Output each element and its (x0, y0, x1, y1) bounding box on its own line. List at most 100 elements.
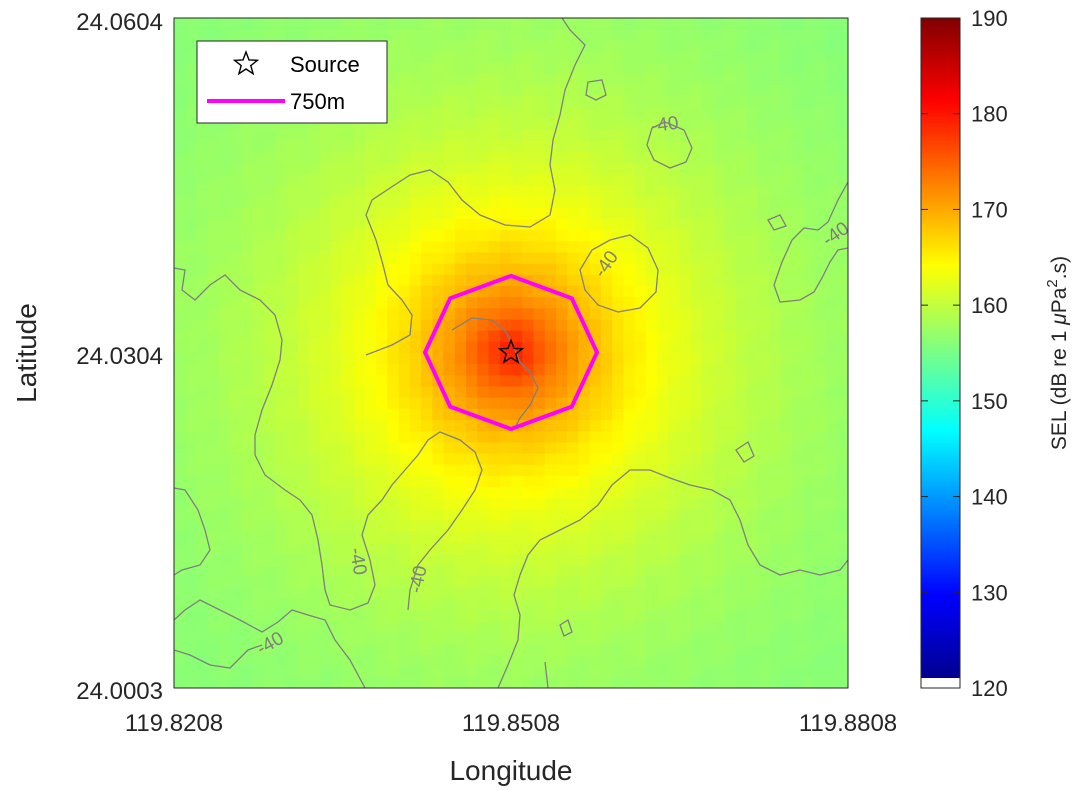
heatmap-cell (263, 676, 276, 688)
heatmap-cell (387, 587, 400, 600)
heatmap-cell (735, 263, 748, 276)
heatmap-cell (454, 420, 467, 432)
heatmap-cell (555, 676, 568, 688)
heatmap-cell (297, 263, 310, 276)
heatmap-cell (376, 453, 389, 466)
heatmap-cell (836, 453, 848, 466)
heatmap-cell (544, 676, 557, 688)
heatmap-cell (252, 431, 265, 443)
heatmap-cell (241, 252, 254, 265)
heatmap-cell (488, 420, 501, 432)
heatmap-cell (421, 129, 433, 142)
contour-line (559, 619, 573, 637)
heatmap-cell (207, 129, 220, 142)
heatmap-cell (567, 676, 579, 688)
heatmap-cell (803, 531, 815, 544)
heatmap-cell (196, 207, 209, 220)
heatmap-cell (690, 375, 703, 388)
heatmap-cell (567, 609, 579, 622)
heatmap-cell (623, 408, 636, 421)
heatmap-cell (533, 62, 546, 75)
heatmap-cell (623, 40, 636, 53)
heatmap-cell (600, 676, 613, 688)
heatmap-cell (634, 330, 647, 343)
heatmap-cell (185, 353, 198, 365)
heatmap-cell (218, 18, 231, 30)
heatmap-cell (230, 408, 242, 421)
heatmap-cell (724, 219, 737, 231)
heatmap-cell (320, 676, 332, 688)
heatmap-cell (758, 330, 770, 343)
heatmap-cell (454, 375, 467, 388)
heatmap-cell (454, 464, 467, 477)
heatmap-cell (275, 431, 287, 443)
heatmap-cell (690, 397, 703, 410)
heatmap-cell (836, 252, 848, 265)
heatmap-cell (735, 554, 748, 566)
heatmap-cell (758, 73, 770, 86)
heatmap-cell (544, 397, 557, 410)
heatmap-cell (836, 18, 848, 30)
heatmap-cell (511, 475, 523, 488)
heatmap-cell (533, 676, 546, 688)
heatmap-cell (769, 230, 782, 242)
heatmap-cell (252, 241, 265, 254)
heatmap-cell (207, 196, 220, 209)
heatmap-cell (477, 364, 490, 376)
heatmap-cell (690, 487, 703, 499)
heatmap-cell (196, 196, 209, 209)
heatmap-cell (769, 665, 782, 678)
heatmap-cell (308, 29, 321, 41)
heatmap-cell (791, 308, 804, 321)
heatmap-cell (814, 73, 827, 86)
heatmap-cell (286, 18, 299, 30)
heatmap-cell (174, 107, 186, 120)
heatmap-cell (803, 40, 815, 53)
heatmap-cell (308, 263, 321, 276)
heatmap-cell (387, 129, 400, 142)
heatmap-cell (275, 408, 287, 421)
heatmap-cell (735, 185, 748, 198)
heatmap-cell (196, 118, 209, 131)
heatmap-cell (780, 587, 793, 600)
heatmap-cell (364, 319, 377, 332)
heatmap-cell (174, 330, 186, 343)
heatmap-cell (432, 163, 445, 175)
heatmap-cell (263, 520, 276, 533)
heatmap-cell (443, 29, 456, 41)
heatmap-cell (263, 587, 276, 600)
heatmap-cell (376, 676, 389, 688)
heatmap-cell (679, 308, 692, 321)
heatmap-cell (589, 107, 602, 120)
heatmap-cell (803, 118, 815, 131)
heatmap-cell (713, 531, 726, 544)
heatmap-cell (724, 520, 737, 533)
heatmap-cell (454, 274, 467, 287)
heatmap-cell (690, 609, 703, 622)
heatmap-cell (320, 129, 332, 142)
heatmap-cell (836, 341, 848, 354)
heatmap-cell (185, 565, 198, 577)
heatmap-cell (353, 185, 366, 198)
heatmap-cell (533, 397, 546, 410)
heatmap-cell (634, 73, 647, 86)
heatmap-cell (634, 609, 647, 622)
heatmap-cell (814, 140, 827, 153)
heatmap-cell (533, 408, 546, 421)
heatmap-cell (466, 420, 478, 432)
heatmap-cell (297, 163, 310, 175)
heatmap-cell (668, 542, 681, 555)
heatmap-cell (758, 96, 770, 108)
heatmap-cell (331, 598, 344, 611)
heatmap-cell (600, 364, 613, 376)
heatmap-cell (555, 174, 568, 187)
heatmap-cell (533, 185, 546, 198)
heatmap-cell (690, 174, 703, 187)
heatmap-cell (398, 118, 411, 131)
heatmap-cell (578, 297, 591, 309)
heatmap-cell (185, 308, 198, 321)
heatmap-cell (724, 542, 737, 555)
heatmap-cell (297, 118, 310, 131)
heatmap-cell (185, 252, 198, 265)
heatmap-cell (207, 609, 220, 622)
